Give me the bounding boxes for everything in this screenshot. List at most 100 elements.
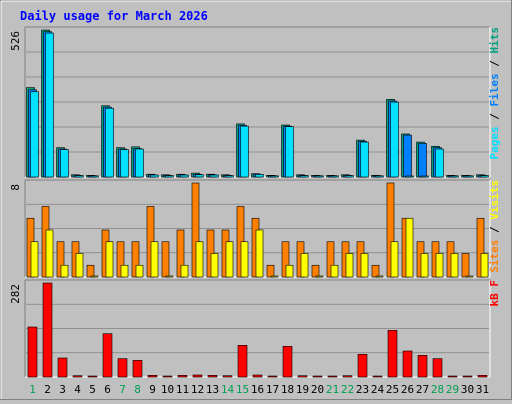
- bar-hits-pages: [450, 175, 459, 178]
- x-tick-label: 23: [356, 383, 369, 396]
- x-tick-label: 12: [191, 383, 204, 396]
- bar-hits-pages: [300, 175, 309, 178]
- bar-visits-sites: [180, 264, 189, 278]
- panel-kb-legend: kB F: [488, 280, 501, 307]
- panel-hits-ymax-label: 526: [9, 31, 22, 51]
- bar-hits-pages: [120, 149, 129, 178]
- x-tick-label: 3: [59, 383, 66, 396]
- x-tick-label: 16: [251, 383, 264, 396]
- bar-visits-visits: [326, 241, 335, 278]
- bar-visits-sites: [75, 253, 84, 278]
- bar-hits-files: [418, 143, 427, 178]
- bar-visits-sites: [120, 264, 129, 278]
- bar-hits-pages: [270, 175, 279, 178]
- x-tick-label: 6: [104, 383, 111, 396]
- bar-kb-kb-f: [147, 375, 158, 378]
- bar-hits-pages: [225, 175, 234, 178]
- bar-hits-pages: [240, 125, 249, 178]
- bar-kb-kb-f: [192, 374, 203, 378]
- bar-hits-pages: [315, 175, 324, 178]
- x-tick-label: 31: [476, 383, 489, 396]
- x-tick-label: 18: [281, 383, 294, 396]
- bar-kb-kb-f: [252, 374, 263, 378]
- bar-hits-pages: [195, 174, 204, 178]
- bar-hits-pages: [150, 174, 159, 178]
- bar-hits-pages: [165, 175, 174, 178]
- x-tick-label: 22: [341, 383, 354, 396]
- bar-kb-kb-f: [132, 360, 143, 378]
- legend-item-pages: Pages: [488, 126, 501, 159]
- bar-kb-kb-f: [387, 330, 398, 378]
- bar-visits-visits: [386, 182, 395, 278]
- panel-hits-legend: Pages / Files / Hits: [488, 27, 501, 160]
- bar-visits-sites: [60, 264, 69, 278]
- bar-visits-sites: [315, 275, 324, 278]
- x-tick-label: 26: [401, 383, 414, 396]
- bar-hits-pages: [180, 174, 189, 178]
- bar-visits-sites: [240, 241, 249, 278]
- legend-item-kb-f: kB F: [488, 280, 501, 307]
- bar-visits-visits: [161, 241, 170, 278]
- bar-kb-kb-f: [27, 326, 38, 378]
- x-tick-label: 21: [326, 383, 339, 396]
- x-tick-label: 2: [44, 383, 51, 396]
- bar-visits-sites: [480, 253, 489, 278]
- bar-hits-pages: [375, 175, 384, 178]
- bar-hits-pages: [30, 91, 39, 178]
- bar-hits-pages: [75, 175, 84, 178]
- panel-kb-ymax-label: 282: [9, 284, 22, 304]
- bar-visits-sites: [435, 253, 444, 278]
- bar-visits-sites: [450, 253, 459, 278]
- legend-item-files: Files: [488, 73, 501, 106]
- bar-kb-kb-f: [357, 354, 368, 378]
- x-tick-label: 27: [416, 383, 429, 396]
- x-tick-label: 29: [446, 383, 459, 396]
- bar-visits-sites: [150, 241, 159, 278]
- bar-hits-pages: [255, 174, 264, 178]
- bar-hits-pages: [435, 148, 444, 178]
- bar-kb-kb-f: [462, 375, 473, 378]
- bar-kb-kb-f: [372, 375, 383, 378]
- bar-hits-pages: [420, 175, 429, 178]
- bar-hits-pages: [465, 175, 474, 178]
- bar-kb-kb-f: [222, 375, 233, 378]
- bar-visits-visits: [461, 253, 470, 278]
- bar-hits-pages: [360, 141, 369, 178]
- bar-kb-kb-f: [447, 375, 458, 378]
- bar-visits-visits: [281, 241, 290, 278]
- bar-visits-sites: [375, 275, 384, 278]
- bar-kb-kb-f: [102, 333, 113, 378]
- x-tick-label: 20: [311, 383, 324, 396]
- bar-visits-sites: [330, 264, 339, 278]
- bar-visits-sites: [465, 275, 474, 278]
- bar-visits-visits: [266, 264, 275, 278]
- x-tick-label: 1: [29, 383, 36, 396]
- bar-hits-pages: [45, 32, 54, 178]
- bar-visits-visits: [176, 229, 185, 278]
- bar-kb-kb-f: [267, 375, 278, 378]
- bar-hits-pages: [390, 101, 399, 178]
- bar-visits-sites: [90, 275, 99, 278]
- bar-visits-sites: [300, 253, 309, 278]
- bar-visits-sites: [135, 264, 144, 278]
- bar-visits-visits: [116, 241, 125, 278]
- bar-visits-sites: [270, 275, 279, 278]
- bar-hits-pages: [345, 175, 354, 178]
- bar-visits-sites: [360, 253, 369, 278]
- bar-kb-kb-f: [207, 375, 218, 378]
- bar-kb-kb-f: [42, 282, 53, 378]
- bar-kb-kb-f: [177, 375, 188, 378]
- x-tick-label: 30: [461, 383, 474, 396]
- bar-visits-sites: [255, 229, 264, 278]
- bar-kb-kb-f: [402, 350, 413, 378]
- bar-visits-sites: [210, 253, 219, 278]
- bar-visits-visits: [476, 217, 485, 278]
- bar-visits-sites: [45, 229, 54, 278]
- panel-visits-legend: Sites / Visits: [488, 180, 501, 273]
- bar-kb-kb-f: [87, 375, 98, 378]
- bar-kb-kb-f: [297, 375, 308, 378]
- bar-visits-sites: [345, 253, 354, 278]
- panel-visits-ymax-label: 8: [9, 184, 22, 191]
